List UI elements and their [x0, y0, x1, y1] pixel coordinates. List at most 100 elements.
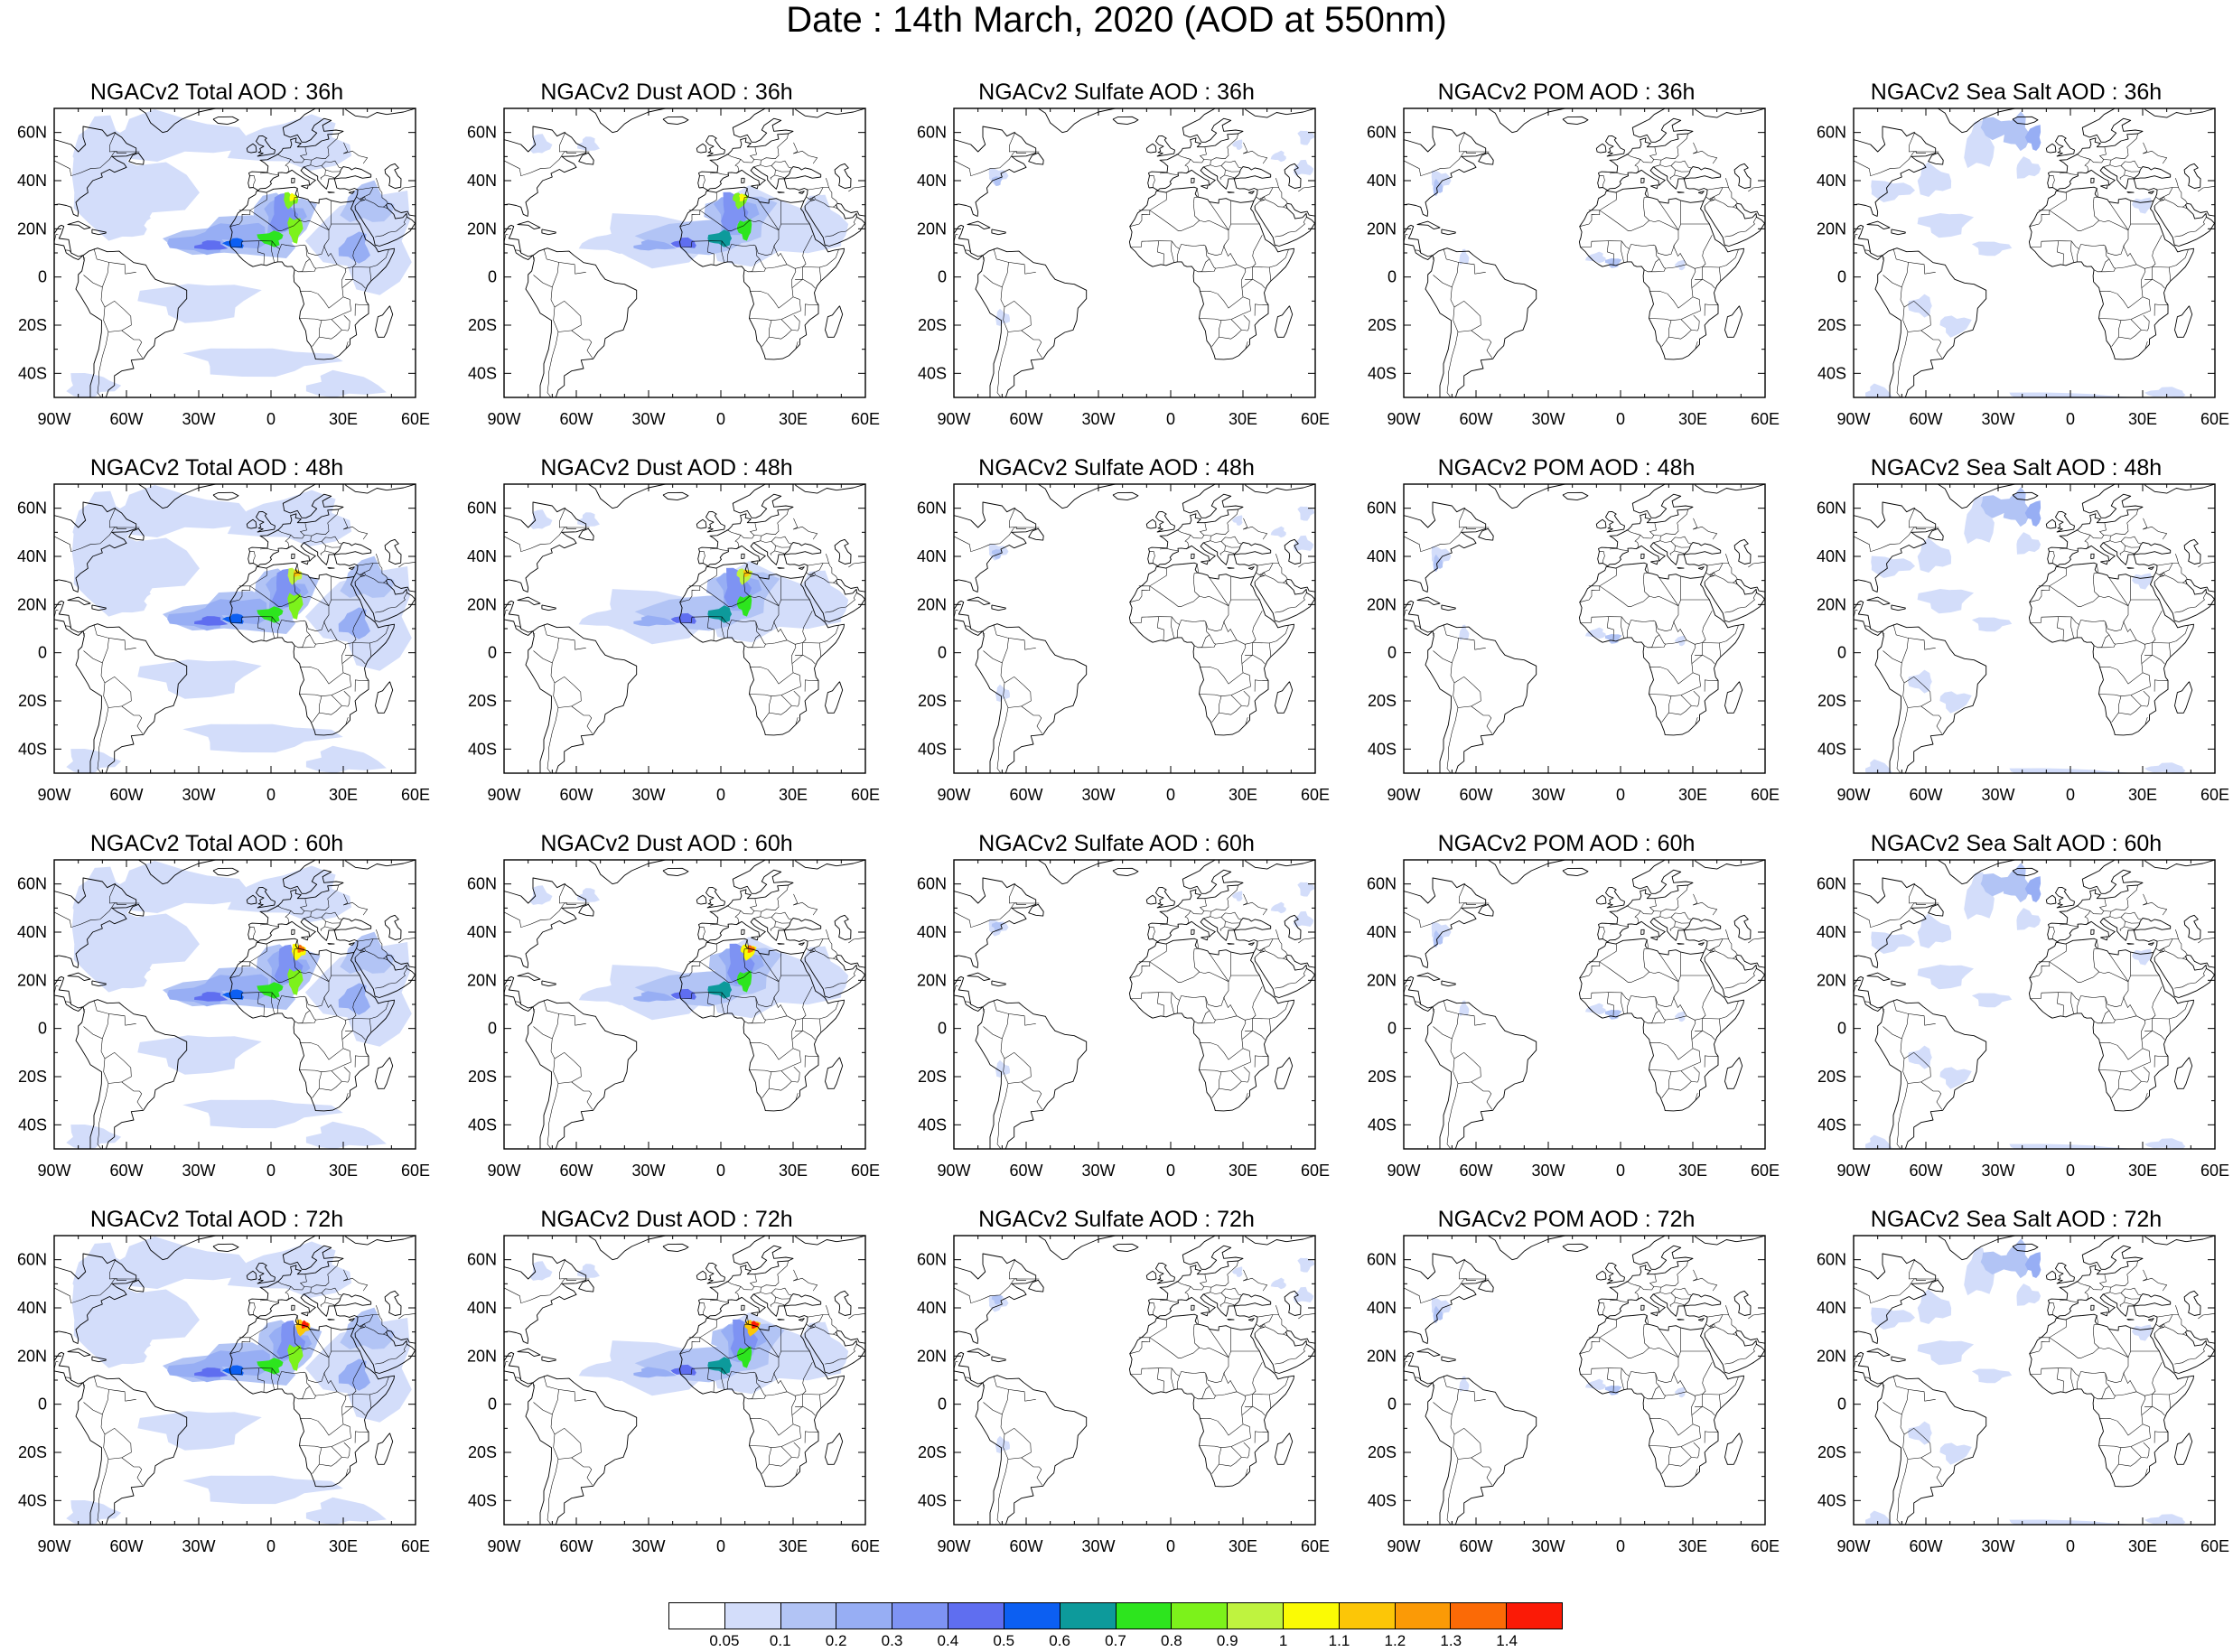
lon-tick-label: 60W: [1459, 410, 1492, 428]
panel-title: NGACv2 Total AOD : 60h: [89, 831, 344, 856]
country-border: [2119, 169, 2126, 180]
aod-contour: [1231, 891, 1243, 901]
coastline: [301, 184, 309, 190]
aod-contour: [1908, 1045, 1932, 1069]
country-border: [1210, 911, 1242, 920]
map-background: [1854, 1236, 2215, 1525]
country-border: [777, 884, 789, 900]
coastline: [1891, 1356, 1906, 1363]
coastline: [1247, 191, 1255, 194]
country-border: [1704, 947, 1714, 958]
aod-contour: [287, 968, 304, 995]
country-border: [2154, 303, 2169, 316]
country-border: [2154, 1431, 2169, 1443]
lon-tick-label: 60E: [401, 410, 430, 428]
country-border: [1692, 1269, 1718, 1292]
country-border: [504, 985, 509, 994]
country-border: [1404, 902, 1490, 929]
country-border: [1203, 1292, 1211, 1295]
country-border: [54, 151, 140, 177]
aod-contour: [736, 970, 752, 993]
colorbar-label: 0.4: [937, 1632, 959, 1649]
country-border: [1219, 330, 1242, 340]
aod-contour: [222, 989, 244, 1000]
aod-contour: [1865, 759, 1892, 773]
aod-contour: [1297, 882, 1315, 897]
country-border: [996, 286, 1009, 397]
country-border: [1245, 279, 1266, 289]
country-border: [345, 1406, 366, 1416]
country-border: [819, 249, 839, 268]
country-border: [375, 593, 407, 613]
country-border: [699, 585, 813, 645]
country-border: [1608, 992, 1656, 1001]
aod-contour: [257, 982, 284, 999]
country-border: [1149, 961, 1263, 1021]
country-border: [1203, 898, 1229, 912]
country-border: [547, 1414, 559, 1525]
country-border: [2076, 624, 2079, 638]
aod-contour: [2024, 876, 2041, 902]
country-border: [1580, 240, 1609, 247]
colorbar-label: 0.7: [1105, 1632, 1126, 1649]
country-border: [770, 1296, 776, 1307]
country-border: [1219, 545, 1226, 555]
country-border: [1176, 154, 1191, 173]
country-border: [1608, 616, 1656, 625]
lat-tick-label: 20N: [1367, 219, 1397, 238]
lon-tick-label: 60E: [2200, 1537, 2229, 1555]
country-border: [825, 968, 857, 989]
coastline: [504, 501, 587, 593]
coastline: [301, 560, 309, 565]
country-border: [304, 146, 330, 161]
country-border: [2120, 165, 2140, 173]
coastline: [1595, 894, 1607, 905]
country-border: [1920, 705, 1943, 734]
country-border: [743, 621, 761, 649]
country-border: [304, 916, 312, 919]
lon-tick-label: 0: [1166, 1537, 1175, 1555]
coastline: [678, 1313, 845, 1488]
country-border: [249, 961, 363, 1021]
country-border: [1269, 625, 1289, 644]
country-border: [1704, 572, 1714, 583]
country-border: [2142, 893, 2168, 916]
colorbar-label: 0.3: [881, 1632, 903, 1649]
country-border: [1896, 1038, 1909, 1149]
country-border: [1728, 563, 1738, 580]
country-border: [1203, 522, 1229, 537]
aod-contour: [287, 217, 304, 244]
coastline: [1938, 1236, 2015, 1261]
coastline: [2048, 542, 2172, 567]
country-border: [1176, 1000, 1180, 1013]
country-border: [2049, 1319, 2067, 1339]
coastline: [1562, 1243, 1589, 1253]
country-border: [1193, 579, 1200, 597]
country-border: [1171, 240, 1174, 263]
aod-contour: [1917, 162, 1952, 197]
country-border: [378, 563, 388, 580]
country-border: [2124, 174, 2135, 179]
country-border: [369, 625, 389, 644]
country-border: [1704, 303, 1719, 316]
country-border: [780, 314, 800, 331]
coastline: [751, 184, 759, 190]
aod-contour: [730, 1319, 759, 1360]
colorbar-swatch: [669, 1603, 725, 1629]
country-border: [2130, 690, 2150, 707]
country-border: [1198, 267, 1216, 273]
country-border: [1704, 1431, 1719, 1443]
coastline: [1191, 177, 1195, 184]
country-border: [954, 527, 1040, 553]
country-border: [774, 174, 785, 179]
country-border: [699, 1319, 717, 1339]
country-border: [1459, 1258, 1476, 1281]
coastline: [2144, 860, 2215, 870]
country-border: [819, 1001, 839, 1020]
country-border: [1695, 1406, 1715, 1416]
country-border: [1653, 1274, 1679, 1288]
country-border: [848, 938, 865, 944]
lat-tick-label: 60N: [17, 124, 47, 142]
country-border: [1242, 142, 1268, 164]
country-border: [356, 938, 374, 951]
